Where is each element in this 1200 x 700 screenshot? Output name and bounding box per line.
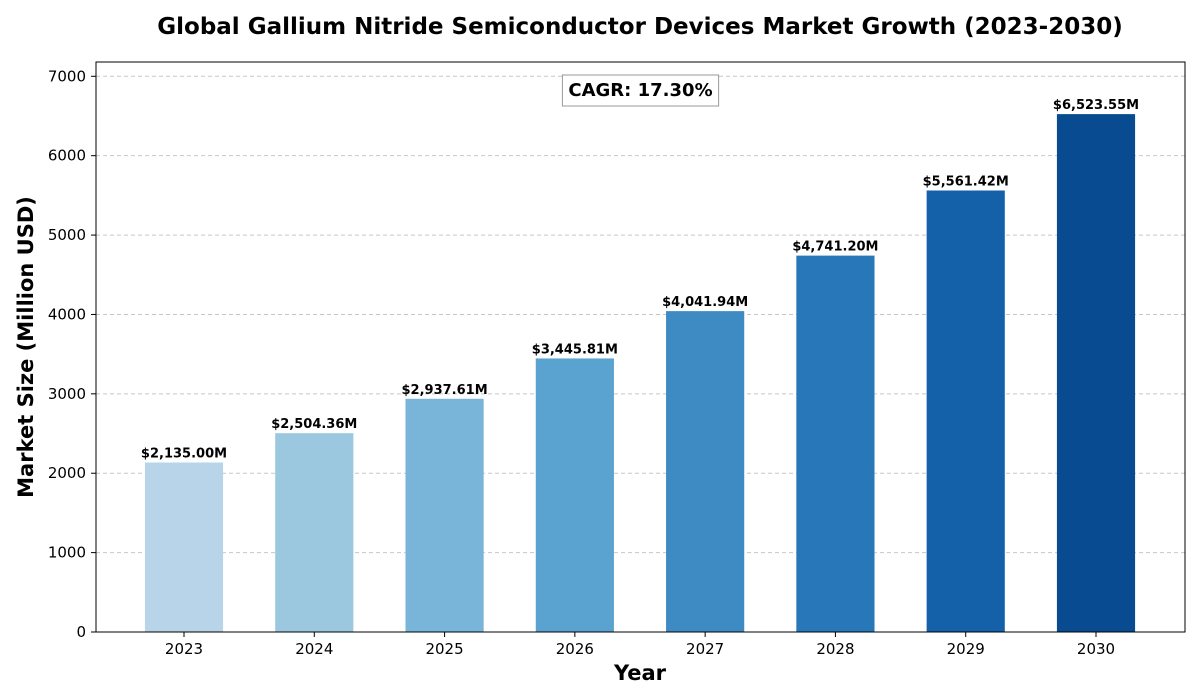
bar-2023 [144,462,224,632]
bar-2028 [796,255,875,632]
x-tick-label-2026: 2026 [556,640,594,658]
y-tick-label: 3000 [48,385,86,403]
data-label-2023: $2,135.00M [141,447,227,462]
y-axis-label: Market Size (Million USD) [14,196,38,498]
x-tick-label-2024: 2024 [295,640,333,658]
y-tick-label: 4000 [48,305,86,323]
data-label-2030: $6,523.55M [1053,98,1139,113]
bar-2026 [535,358,614,632]
x-tick-label-2030: 2030 [1077,640,1115,658]
x-tick-label-2029: 2029 [947,640,985,658]
plot-frame [95,61,1186,633]
data-label-2029: $5,561.42M [923,174,1009,189]
y-tick-label: 7000 [48,67,86,85]
y-tick-label: 2000 [48,464,86,482]
data-labels: $2,135.00M $2,504.36M $2,937.61M $3,445.81M… [141,98,1139,461]
y-tick-label: 6000 [48,147,86,165]
bar-2025 [405,398,484,632]
x-tick-label-2025: 2025 [425,640,463,658]
bar-2027 [666,311,745,632]
data-label-2028: $4,741.20M [792,240,878,255]
x-tick-label-2023: 2023 [165,640,203,658]
data-label-2024: $2,504.36M [271,417,357,432]
bar-2029 [926,190,1005,632]
y-axis-ticks: 0 1000 2000 3000 4000 5000 6000 7000 [48,67,96,641]
grid-lines [96,75,1185,554]
y-tick-label: 0 [76,623,86,641]
data-label-2026: $3,445.81M [532,342,618,357]
x-tick-label-2027: 2027 [686,640,724,658]
x-tick-label-2028: 2028 [816,640,854,658]
cagr-text: CAGR: 17.30% [568,80,712,101]
bars [144,114,1136,633]
bar-2024 [275,433,354,632]
data-label-2025: $2,937.61M [402,383,488,398]
x-axis-label: Year [613,661,667,685]
data-label-2027: $4,041.94M [662,295,748,310]
cagr-box-border [561,74,720,107]
cagr-annotation: CAGR: 17.30% [561,74,720,107]
chart-title: Global Gallium Nitride Semiconductor Dev… [157,14,1122,40]
y-tick-label: 5000 [48,226,86,244]
x-axis-ticks: 2023 2024 2025 2026 2027 2028 2029 2030 [165,632,1115,658]
y-tick-label: 1000 [48,544,86,562]
bar-2030 [1056,114,1136,633]
